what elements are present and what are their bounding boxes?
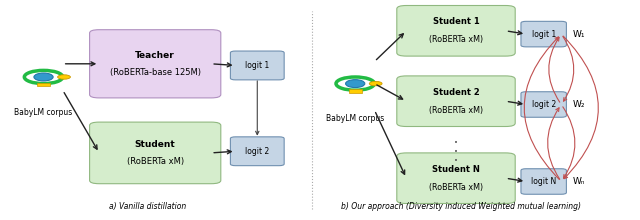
FancyBboxPatch shape — [397, 76, 515, 126]
Text: b) Our approach (Diversity induced Weighted mutual learning): b) Our approach (Diversity induced Weigh… — [340, 202, 581, 211]
FancyBboxPatch shape — [521, 21, 566, 47]
Text: •: • — [454, 158, 458, 164]
Text: Wₙ: Wₙ — [573, 177, 586, 186]
Bar — [37, 83, 50, 86]
Text: W₁: W₁ — [573, 30, 586, 38]
Text: logit 1: logit 1 — [532, 30, 556, 38]
FancyBboxPatch shape — [521, 169, 566, 194]
Text: logit 2: logit 2 — [532, 100, 556, 109]
Text: (RoBERTa xM): (RoBERTa xM) — [429, 106, 483, 114]
Text: Teacher: Teacher — [135, 51, 175, 59]
FancyBboxPatch shape — [90, 122, 221, 184]
FancyBboxPatch shape — [521, 92, 566, 117]
Text: Student 2: Student 2 — [433, 88, 479, 97]
Text: Student: Student — [135, 140, 175, 148]
Text: Student N: Student N — [432, 165, 480, 174]
Text: (RoBERTa-base 125M): (RoBERTa-base 125M) — [109, 68, 201, 77]
Text: (RoBERTa xM): (RoBERTa xM) — [127, 157, 184, 166]
Bar — [349, 89, 362, 93]
FancyBboxPatch shape — [397, 6, 515, 56]
Text: logit 2: logit 2 — [245, 147, 269, 156]
Ellipse shape — [34, 73, 53, 81]
Text: (RoBERTa xM): (RoBERTa xM) — [429, 35, 483, 44]
Text: a) Vanilla distillation: a) Vanilla distillation — [109, 202, 186, 211]
Text: W₂: W₂ — [573, 100, 586, 109]
Circle shape — [58, 75, 70, 79]
FancyBboxPatch shape — [90, 30, 221, 98]
Text: BabyLM corpus: BabyLM corpus — [14, 108, 73, 117]
FancyBboxPatch shape — [230, 51, 284, 80]
Circle shape — [369, 81, 382, 86]
FancyBboxPatch shape — [230, 137, 284, 166]
Text: (RoBERTa xM): (RoBERTa xM) — [429, 183, 483, 191]
FancyBboxPatch shape — [397, 153, 515, 204]
Text: logit 1: logit 1 — [245, 61, 269, 70]
Text: BabyLM corpus: BabyLM corpus — [326, 114, 385, 123]
Text: Student 1: Student 1 — [433, 18, 479, 26]
Text: •: • — [454, 140, 458, 146]
Ellipse shape — [346, 80, 365, 88]
Text: •: • — [454, 149, 458, 155]
Text: logit N: logit N — [531, 177, 556, 186]
